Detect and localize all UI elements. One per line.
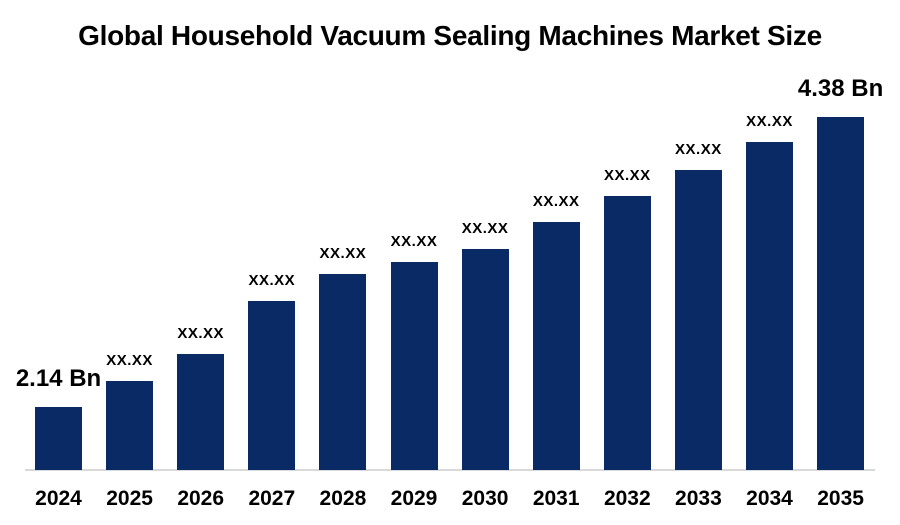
x-axis-label-2027: 2027 [248,487,296,510]
value-label-2035: 4.38 Bn [797,75,884,102]
bar-2027 [248,301,296,470]
value-label-2032: XX.XX [603,167,651,184]
value-label-2031: XX.XX [532,193,580,210]
bar-2032 [603,196,651,470]
value-label-2026: XX.XX [177,325,225,342]
x-axis-label-2033: 2033 [675,487,722,510]
value-label-2033: XX.XX [675,141,722,158]
x-axis-label-2030: 2030 [461,487,509,510]
x-axis-label-2029: 2029 [390,487,438,510]
bar-2028 [319,274,367,470]
x-axis-label-2025: 2025 [106,487,153,510]
value-label-2030: XX.XX [461,220,509,237]
bar-2025 [106,381,154,470]
bar-2029 [390,262,438,470]
value-label-2029: XX.XX [390,233,438,250]
bar-2030 [461,249,509,470]
value-label-2034: XX.XX [746,113,793,130]
value-label-2027: XX.XX [248,272,296,289]
x-axis-label-2028: 2028 [319,487,367,510]
bar-2024 [35,407,82,470]
value-label-2028: XX.XX [319,245,367,262]
bar-2031 [532,222,580,470]
x-axis-label-2034: 2034 [746,487,793,510]
x-axis-label-2031: 2031 [532,487,580,510]
x-axis-label-2026: 2026 [177,487,225,510]
chart-title: Global Household Vacuum Sealing Machines… [78,20,822,51]
x-axis-line [25,469,875,471]
bar-2033 [674,170,722,470]
x-axis-label-2035: 2035 [817,487,864,510]
x-axis-label-2032: 2032 [603,487,651,510]
value-label-2024: 2.14 Bn [15,365,102,392]
bar-2026 [177,354,225,470]
bar-2035 [817,117,865,470]
x-axis-label-2024: 2024 [35,487,82,510]
value-label-2025: XX.XX [106,352,153,369]
bar-2034 [746,142,793,470]
